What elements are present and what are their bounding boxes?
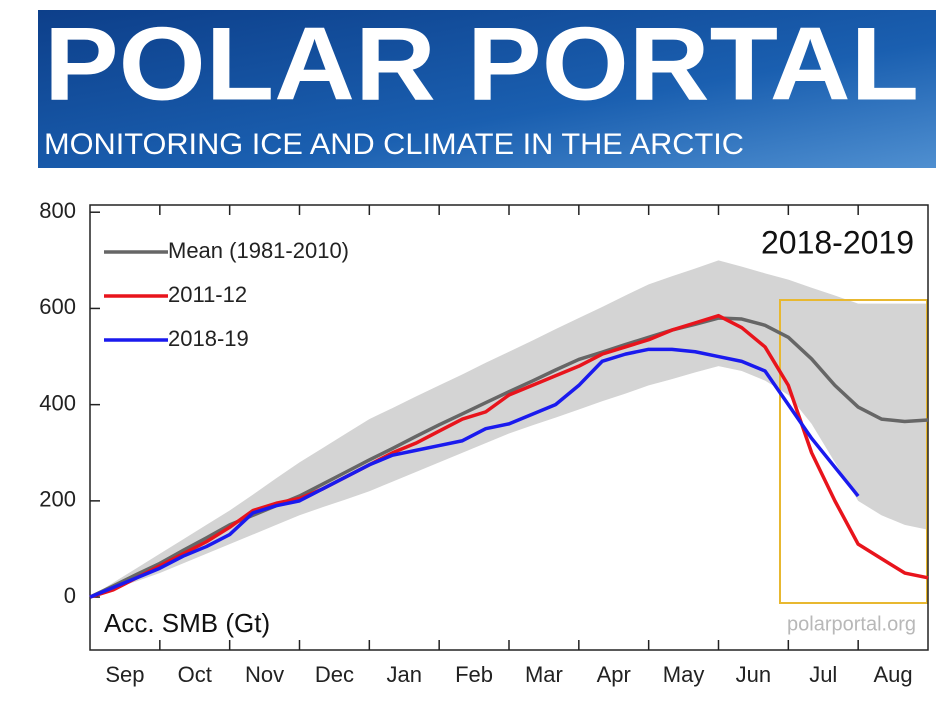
- x-tick-label: Jan: [387, 662, 422, 687]
- banner-subtitle: MONITORING ICE AND CLIMATE IN THE ARCTIC: [44, 128, 744, 161]
- series-line: [89, 313, 929, 599]
- y-tick-label: 400: [39, 390, 76, 415]
- range-band: [90, 260, 928, 598]
- x-tick-label: Nov: [245, 662, 284, 687]
- x-tick-label: Apr: [597, 662, 631, 687]
- plot: 0 200 400 600 800 Sep Oct Nov Dec Jan Feb Mar Apr May…: [39, 198, 929, 687]
- annotation: 2018-2019: [761, 224, 914, 260]
- highlight-box: [779, 299, 928, 604]
- y-tick-label: 0: [64, 583, 76, 608]
- series-line: [89, 347, 860, 599]
- y-tick-label: 200: [39, 487, 76, 512]
- series-line: [89, 316, 929, 599]
- x-tick-label: Jun: [736, 662, 771, 687]
- y-tick-label: 600: [39, 294, 76, 319]
- legend-label: 2018-19: [168, 326, 249, 351]
- x-tick-label: Oct: [178, 662, 212, 687]
- x-tick-label: Feb: [455, 662, 493, 687]
- y-tick-label: 800: [39, 198, 76, 223]
- x-tick-label: Dec: [315, 662, 354, 687]
- y-axis-label: Acc. SMB (Gt): [104, 608, 270, 638]
- legend-label: Mean (1981-2010): [168, 238, 349, 263]
- x-tick-label: Aug: [874, 662, 913, 687]
- banner: [38, 10, 936, 168]
- x-tick-label: Jul: [809, 662, 837, 687]
- watermark: polarportal.org: [787, 613, 916, 635]
- banner-title: POLAR PORTAL: [44, 6, 919, 122]
- legend-label: 2011-12: [168, 282, 247, 307]
- x-tick-label: Mar: [525, 662, 563, 687]
- x-tick-label: Sep: [105, 662, 144, 687]
- x-tick-label: May: [663, 662, 705, 687]
